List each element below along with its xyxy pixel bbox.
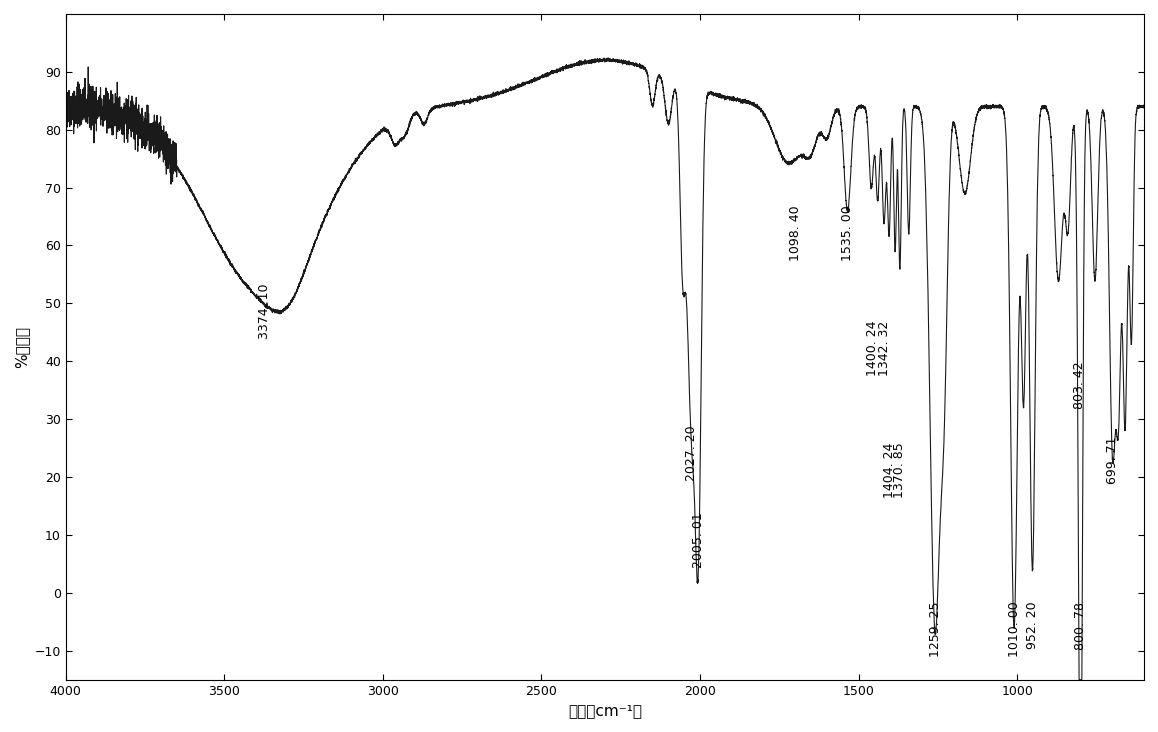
Text: 1010. 00: 1010. 00 <box>1007 602 1020 657</box>
Text: 800. 78: 800. 78 <box>1075 602 1087 649</box>
Y-axis label: %透过率: %透过率 <box>14 326 29 367</box>
Text: 1400. 24: 1400. 24 <box>866 321 879 376</box>
Text: 1098. 40: 1098. 40 <box>790 205 802 261</box>
Text: 3374. 10: 3374. 10 <box>258 283 271 339</box>
Text: 1342. 32: 1342. 32 <box>878 321 891 376</box>
Text: 1259. 25: 1259. 25 <box>929 602 941 657</box>
Text: 2027. 20: 2027. 20 <box>686 425 698 481</box>
Text: 1535. 00: 1535. 00 <box>841 205 855 261</box>
Text: 699. 71: 699. 71 <box>1106 436 1120 484</box>
Text: 952. 20: 952. 20 <box>1026 602 1039 649</box>
Text: 1404. 24: 1404. 24 <box>882 442 895 498</box>
X-axis label: 波数（cm⁻¹）: 波数（cm⁻¹） <box>567 703 642 718</box>
Text: 2005. 01: 2005. 01 <box>692 512 705 567</box>
Text: 803. 42: 803. 42 <box>1073 362 1086 409</box>
Text: 1370. 85: 1370. 85 <box>893 442 907 498</box>
